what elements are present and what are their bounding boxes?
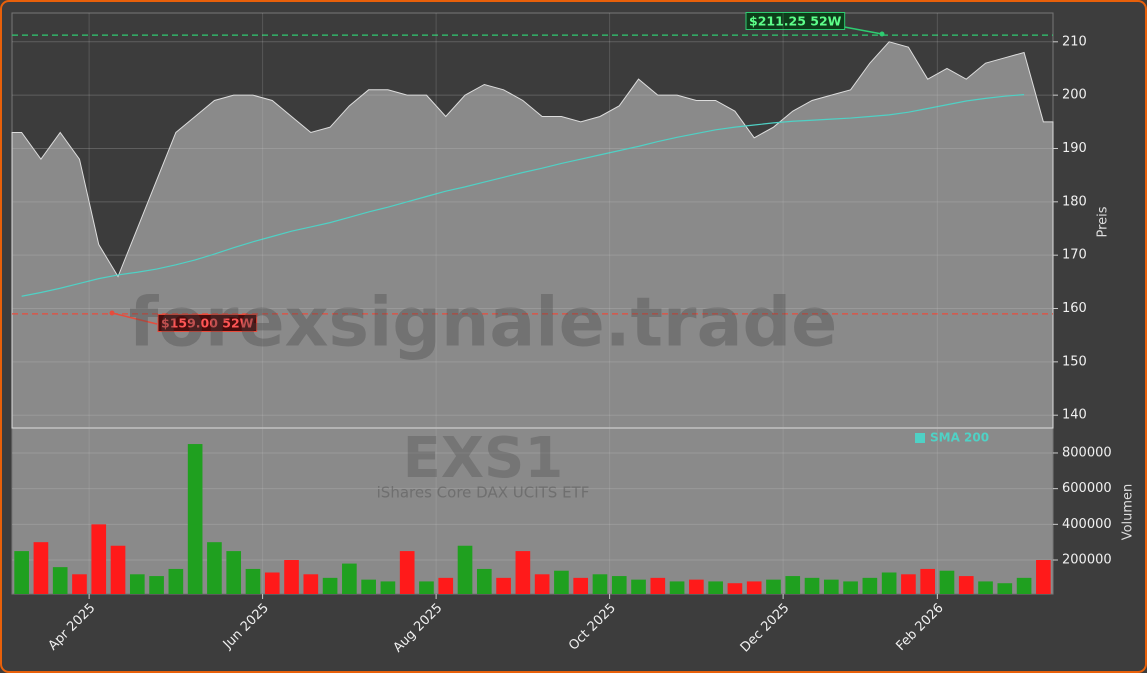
y-tick-label: 160: [1062, 301, 1087, 316]
annotation-label: $211.25 52W: [749, 14, 842, 29]
volume-bar: [611, 576, 627, 594]
y-tick-label: 200: [1062, 88, 1087, 103]
volume-bar: [52, 567, 68, 594]
volume-bar: [72, 574, 87, 594]
volume-bar: [534, 574, 550, 594]
volume-bar: [823, 579, 839, 594]
arrow-head: [879, 31, 885, 37]
volume-bar: [303, 574, 319, 594]
volume-bar: [226, 551, 242, 594]
volume-bar: [476, 568, 492, 594]
volume-bar: [129, 574, 145, 594]
volume-bar: [631, 579, 646, 594]
annotation-box: [745, 12, 846, 30]
volume-bar: [496, 577, 511, 594]
y-axis-label: Volumen: [1121, 484, 1136, 541]
sma-line: [21, 94, 1025, 297]
volume-bar: [958, 576, 974, 594]
y-tick-label: 210: [1062, 34, 1087, 49]
volume-bar: [110, 545, 126, 594]
volume-bar: [207, 542, 222, 594]
y-tick-label: 200000: [1062, 553, 1112, 568]
volume-bar: [650, 577, 666, 594]
volume-bar: [978, 581, 993, 594]
volume-bar: [804, 577, 820, 594]
volume-bar: [14, 551, 29, 594]
subtitle: iShares Core DAX UCITS ETF: [377, 484, 590, 502]
volume-bar: [284, 560, 299, 594]
volume-bar: [785, 576, 801, 594]
volume-bar: [33, 542, 49, 594]
volume-bar: [361, 579, 376, 594]
y-tick-label: 400000: [1062, 517, 1112, 532]
arrow-head: [109, 310, 115, 316]
legend-label: SMA 200: [930, 431, 989, 445]
annotation-box: [157, 314, 258, 332]
volume-bar: [862, 577, 878, 594]
volume-bar: [920, 568, 936, 594]
annotation-label: $159.00 52W: [161, 316, 254, 331]
volume-bar: [727, 583, 743, 594]
volume-bar: [322, 577, 338, 594]
y-tick-label: 140: [1062, 408, 1087, 423]
y-tick-label: 150: [1062, 354, 1087, 369]
y-tick-label: 600000: [1062, 481, 1112, 496]
volume-bar: [997, 583, 1013, 594]
legend-swatch: [915, 433, 925, 443]
volume-bar: [515, 551, 531, 594]
y-tick-label: 190: [1062, 141, 1087, 156]
y-tick-label: 180: [1062, 194, 1087, 209]
volume-bar: [843, 581, 858, 594]
annotation-arrow: [838, 25, 883, 35]
volume-bar: [438, 577, 454, 594]
volume-bar: [573, 577, 589, 594]
volume-bar: [746, 581, 762, 594]
y-tick-label: 170: [1062, 248, 1087, 263]
volume-bar: [399, 551, 415, 594]
y-axis-label: Preis: [1096, 206, 1111, 237]
volume-bar: [245, 568, 261, 594]
price-area: [11, 41, 1054, 429]
volume-bar: [380, 581, 396, 594]
volume-bar: [592, 574, 608, 594]
volume-bar: [342, 563, 357, 594]
volume-bar: [168, 568, 184, 594]
annotation-arrow: [111, 312, 158, 325]
volume-bar: [457, 545, 473, 594]
volume-bar: [1036, 560, 1051, 594]
volume-bar: [554, 570, 569, 594]
volume-bar: [881, 572, 897, 594]
volume-bar: [91, 524, 107, 594]
volume-bar: [149, 576, 164, 594]
volume-bar: [187, 444, 203, 594]
volume-bar: [1016, 577, 1032, 594]
volume-bar: [766, 579, 781, 594]
volume-bar: [901, 574, 916, 594]
volume-bar: [708, 581, 723, 594]
watermark: forexsignale.trade: [129, 284, 838, 363]
volume-bar: [419, 581, 434, 594]
volume-bar: [689, 579, 704, 594]
symbol: EXS1: [403, 426, 564, 491]
volume-bar: [669, 581, 685, 594]
volume-bar: [939, 570, 955, 594]
volume-bar: [264, 572, 280, 594]
y-tick-label: 800000: [1062, 445, 1112, 460]
